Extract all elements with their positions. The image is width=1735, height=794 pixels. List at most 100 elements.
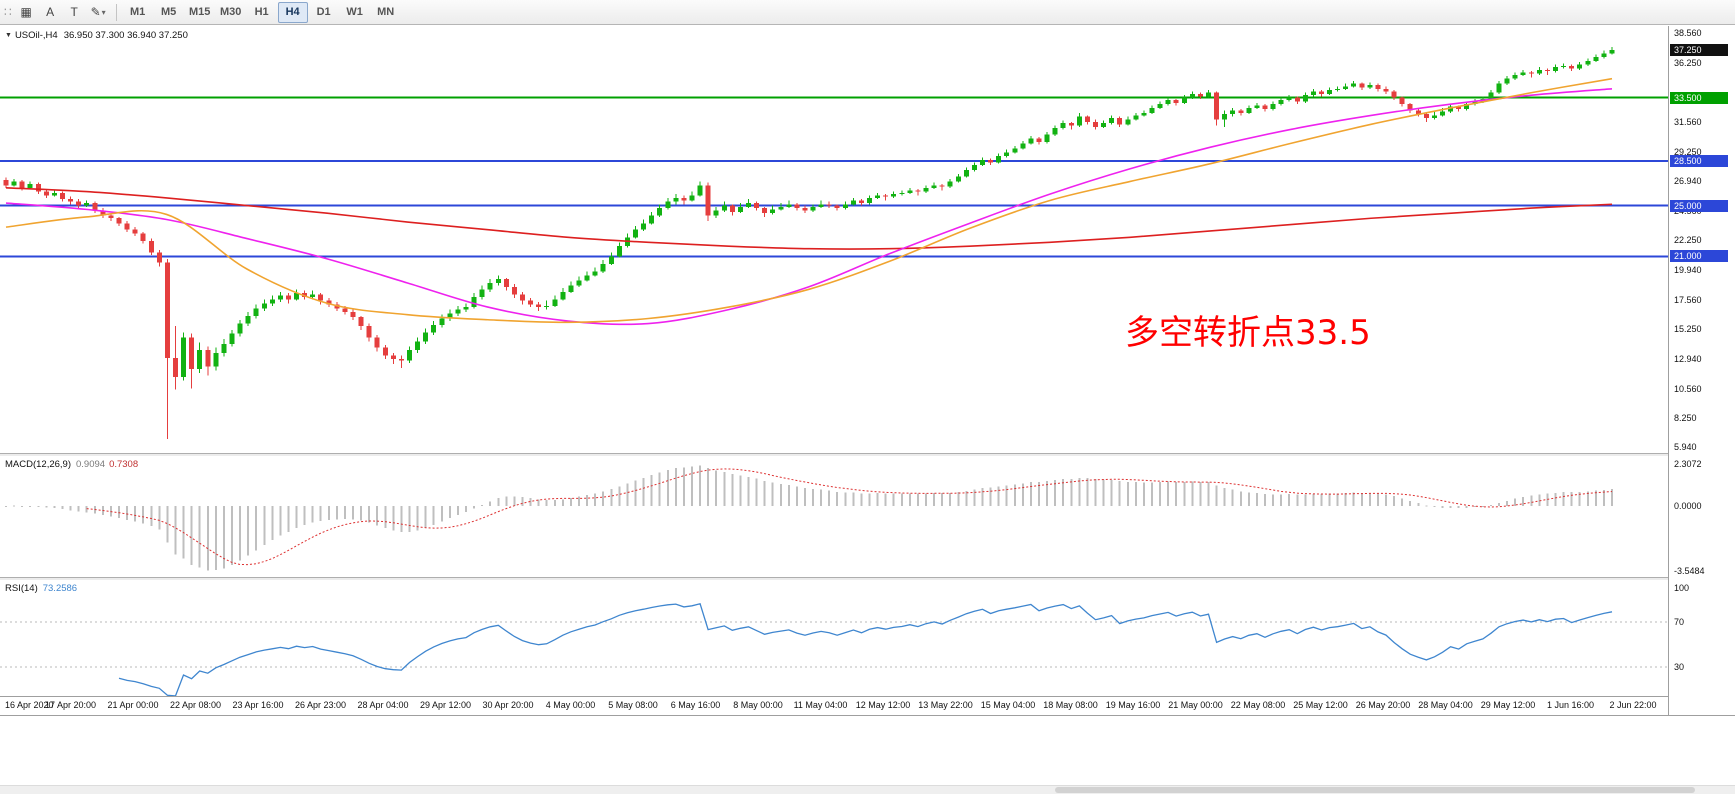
rsi-indicator-chart[interactable] xyxy=(0,580,1668,696)
time-axis-label: 16 Apr 2020 xyxy=(5,700,54,710)
y-axis-tick: 17.560 xyxy=(1674,294,1702,305)
timeframe-button-h1[interactable]: H1 xyxy=(254,6,269,18)
time-axis-label: 21 May 00:00 xyxy=(1168,700,1223,710)
ma-red-line xyxy=(5,186,1613,250)
symbol-period-label: USOil-,H4 xyxy=(14,30,58,41)
rsi-axis-tick: 100 xyxy=(1674,583,1690,594)
y-axis-tick: 29.250 xyxy=(1674,146,1702,157)
y-axis-tick: 12.940 xyxy=(1674,353,1702,364)
toolbar-separator xyxy=(115,3,117,21)
y-axis-tick: 22.250 xyxy=(1674,235,1702,246)
draw-tool-button[interactable]: ✎ ▾ xyxy=(87,2,110,23)
time-axis-label: 5 May 08:00 xyxy=(608,700,658,710)
price-level-badge-28.500: 28.500 xyxy=(1670,155,1728,168)
macd-main-value: 0.9094 xyxy=(76,459,106,470)
time-axis-label: 12 May 12:00 xyxy=(855,700,911,710)
macd-label: MACD(12,26,9) 0.9094 0.7308 xyxy=(5,459,138,470)
time-axis-label: 21 Apr 00:00 xyxy=(107,700,159,710)
toolbar-grip[interactable]: ∷ xyxy=(4,5,12,19)
timeframe-button-m5[interactable]: M5 xyxy=(161,6,177,18)
timeframe-button-m30[interactable]: M30 xyxy=(219,6,242,18)
timeframe-button-m1[interactable]: M1 xyxy=(130,6,146,18)
timeframe-button-h4[interactable]: H4 xyxy=(277,1,308,23)
timeframe-button-mn[interactable]: MN xyxy=(377,6,395,18)
time-axis-label: 17 Apr 20:00 xyxy=(44,700,97,710)
time-axis-label: 2 Jun 22:00 xyxy=(1609,700,1657,710)
y-axis-tick: 15.250 xyxy=(1674,324,1702,335)
ma-orange-line xyxy=(5,77,1613,324)
time-axis-label: 1 Jun 16:00 xyxy=(1546,700,1595,710)
rsi-value: 73.2586 xyxy=(42,583,78,594)
text-label-tool-button[interactable]: T xyxy=(70,5,78,19)
macd-axis-tick: -3.5484 xyxy=(1674,565,1705,576)
macd-histogram xyxy=(5,465,1613,571)
crayon-icon: ✎ xyxy=(90,5,101,19)
price-level-badge-21.000: 21.000 xyxy=(1670,250,1728,263)
time-axis-label: 15 May 04:00 xyxy=(980,700,1036,710)
time-axis-label: 26 Apr 23:00 xyxy=(294,700,347,710)
macd-signal-value: 0.7308 xyxy=(109,459,139,470)
time-axis-label: 11 May 04:00 xyxy=(793,700,848,710)
y-axis-tick: 8.250 xyxy=(1674,413,1697,424)
horizontal-scrollbar[interactable] xyxy=(0,785,1735,794)
y-axis-tick: 36.250 xyxy=(1674,57,1702,68)
panel-separator[interactable] xyxy=(0,453,1735,456)
chart-grid-button[interactable]: ▦ xyxy=(20,5,32,19)
time-axis-label: 19 May 16:00 xyxy=(1105,700,1161,710)
time-axis-label: 30 Apr 20:00 xyxy=(482,700,534,710)
current-price-badge: 37.250 xyxy=(1670,44,1728,57)
price-annotation-text[interactable]: 多空转折点33.5 xyxy=(1125,313,1371,353)
macd-axis-tick: 0.0000 xyxy=(1674,501,1702,511)
y-axis-tick: 10.560 xyxy=(1674,383,1702,394)
time-axis-label: 26 May 20:00 xyxy=(1355,700,1411,710)
toolbar: ∷ ▦ A T ✎ ▾ M1 M5 M15 M30 H1 H4 D1 W1 MN xyxy=(0,0,1735,25)
timeframe-button-w1[interactable]: W1 xyxy=(346,6,363,18)
timeframe-button-m15[interactable]: M15 xyxy=(188,6,211,18)
time-axis-label: 4 May 00:00 xyxy=(545,700,596,710)
time-axis-label: 29 May 12:00 xyxy=(1480,700,1536,710)
y-axis-tick: 5.940 xyxy=(1674,442,1697,453)
macd-indicator-chart[interactable] xyxy=(0,456,1668,577)
rsi-label: RSI(14) 73.2586 xyxy=(5,583,77,594)
time-axis-label: 22 Apr 08:00 xyxy=(169,700,222,710)
time-axis-label: 25 May 12:00 xyxy=(1293,700,1348,710)
price-axis: 38.56036.25031.56029.25026.94024.56022.2… xyxy=(1669,26,1735,715)
time-axis-label: 13 May 22:00 xyxy=(918,700,973,710)
time-axis-border xyxy=(0,696,1735,697)
time-axis-label: 18 May 08:00 xyxy=(1043,700,1098,710)
candles-layer xyxy=(3,46,1615,440)
collapse-arrow-icon[interactable]: ▼ xyxy=(5,32,12,39)
y-axis-tick: 31.560 xyxy=(1674,117,1702,128)
price-axis-border xyxy=(1668,26,1669,715)
rsi-axis-tick: 70 xyxy=(1674,617,1685,627)
time-axis-label: 28 Apr 04:00 xyxy=(357,700,409,710)
main-price-chart[interactable] xyxy=(0,26,1668,453)
text-tool-button[interactable]: A xyxy=(46,5,55,19)
time-axis-label: 28 May 04:00 xyxy=(1418,700,1473,710)
scrollbar-thumb[interactable] xyxy=(1055,787,1695,793)
time-axis-label: 29 Apr 12:00 xyxy=(419,700,472,710)
macd-signal-line xyxy=(86,468,1613,566)
macd-axis-tick: 2.3072 xyxy=(1674,458,1702,469)
time-axis: 16 Apr 2020 17 Apr 20:00 21 Apr 00:00 22 Ap… xyxy=(0,697,1668,715)
time-axis-label: 23 Apr 16:00 xyxy=(232,700,284,710)
timeframe-button-d1[interactable]: D1 xyxy=(316,6,331,18)
chevron-down-icon: ▾ xyxy=(101,7,106,17)
y-axis-tick: 19.940 xyxy=(1674,264,1702,275)
price-level-badge-25.000: 25.000 xyxy=(1670,199,1728,212)
rsi-axis-tick: 30 xyxy=(1674,662,1685,672)
y-axis-tick: 38.560 xyxy=(1674,28,1702,39)
macd-name-label: MACD(12,26,9) xyxy=(5,459,71,470)
time-axis-label: 6 May 16:00 xyxy=(670,700,721,710)
rsi-name-label: RSI(14) xyxy=(5,583,38,594)
ma-magenta-line xyxy=(5,88,1613,326)
chart-title: ▼ USOil-,H4 36.950 37.300 36.940 37.250 xyxy=(5,30,188,41)
y-axis-tick: 26.940 xyxy=(1674,175,1702,186)
rsi-line xyxy=(118,603,1613,696)
chart-window: ▼ USOil-,H4 36.950 37.300 36.940 37.250 MA… xyxy=(0,26,1735,716)
price-level-badge-33.500: 33.500 xyxy=(1670,91,1728,104)
ohlc-values-label: 36.950 37.300 36.940 37.250 xyxy=(63,30,188,41)
time-axis-label: 22 May 08:00 xyxy=(1230,700,1286,710)
timeframe-toolbar: M1 M5 M15 M30 H1 H4 D1 W1 MN xyxy=(123,1,401,23)
panel-separator[interactable] xyxy=(0,577,1735,580)
